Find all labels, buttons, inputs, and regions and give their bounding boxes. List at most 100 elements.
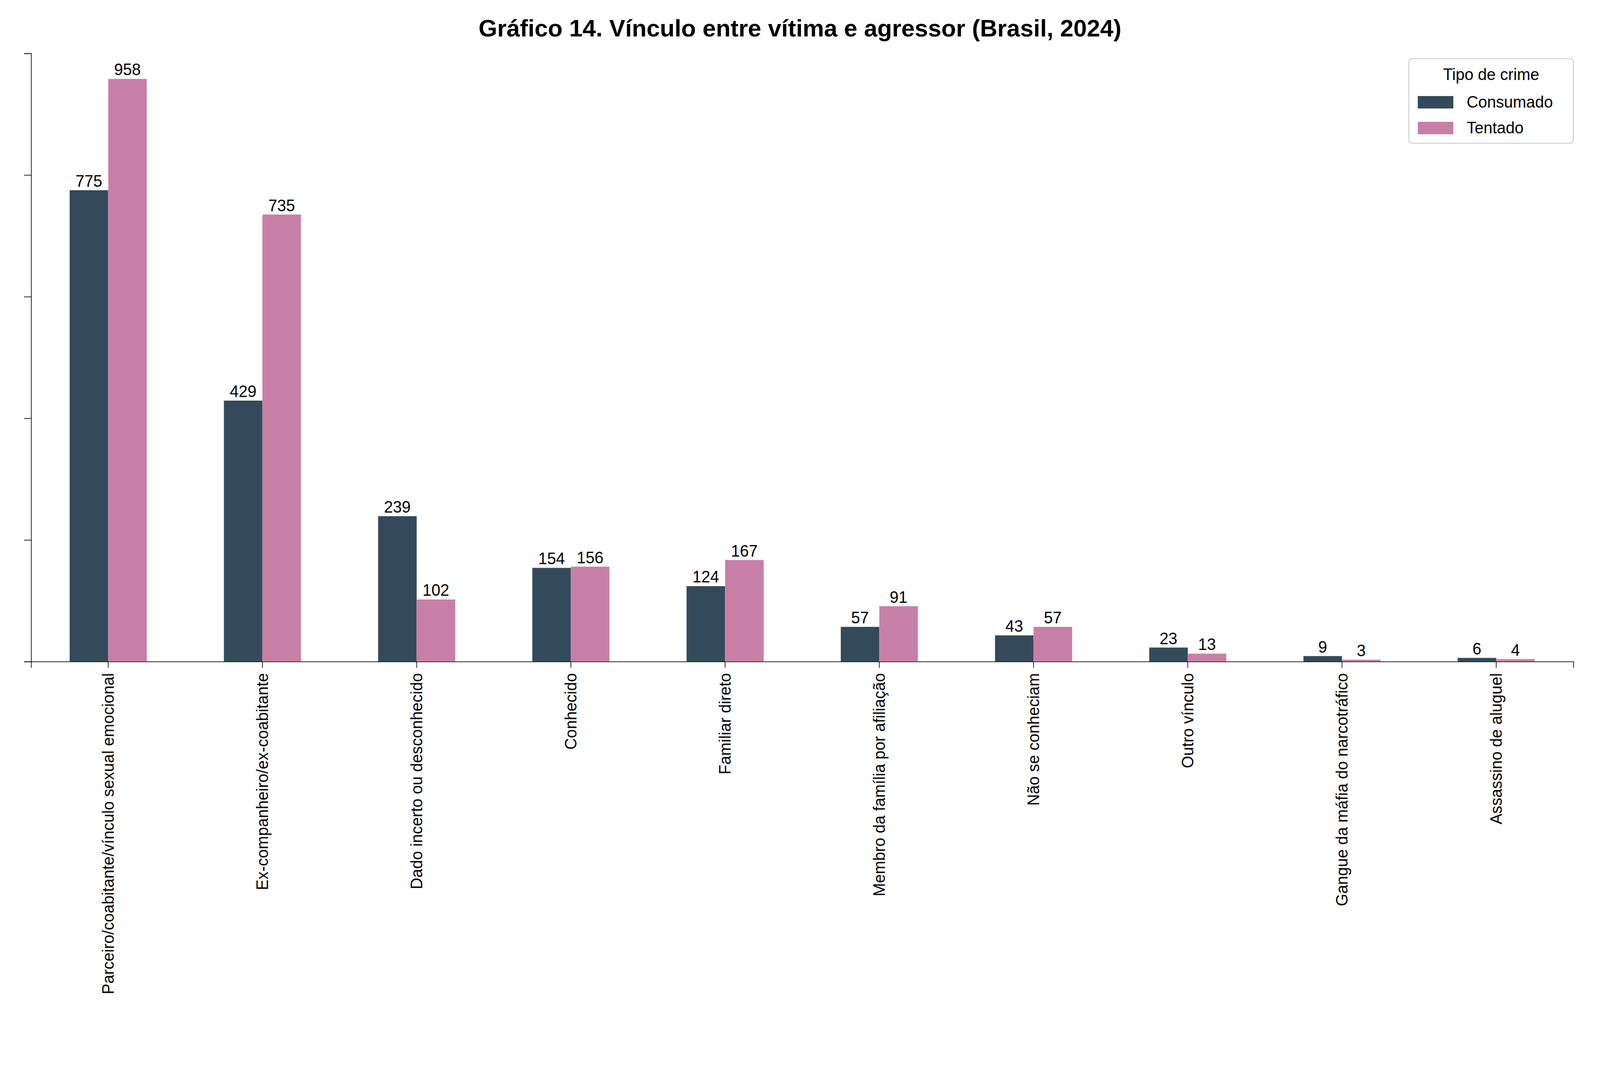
bar [1303,656,1343,662]
bar [995,635,1034,662]
x-tick: Membro da família por afiliação [870,661,889,896]
x-tick-label: Outro vínculo [1178,672,1197,768]
bar [262,214,302,662]
x-axis-line [31,661,1574,668]
bar [378,516,417,662]
y-tick-mark [24,53,32,55]
data-label: 43 [1005,616,1024,636]
data-label: 156 [576,548,604,567]
x-tick-label: Dado incerto ou desconhecido [407,672,426,889]
y-tick-mark [24,539,32,541]
x-tick-label: Familiar direto [716,672,735,775]
y-tick [24,418,32,419]
bar [1033,626,1073,662]
x-tick: Familiar direto [716,661,735,775]
data-label: 57 [851,608,869,627]
x-tick-mark [1187,661,1189,668]
y-axis-line [24,53,32,662]
data-label: 57 [1044,608,1062,627]
bars [69,78,1536,662]
bar [1188,653,1227,662]
legend-label: Consumado [1466,92,1553,112]
x-tick: Conhecido [561,661,580,750]
chart-title: Gráfico 14. Vínculo entre vítima e agres… [478,14,1122,42]
bar [416,599,456,662]
x-tick: Gangue da máfia do narcotráfico [1332,661,1352,906]
x-tick-mark [1341,661,1343,668]
x-tick: Ex-companheiro/ex-coabitante [253,661,272,890]
bar [69,190,109,662]
bar [224,400,263,662]
x-axis: Parceiro/coabitante/vínculo sexual emoci… [31,661,1574,994]
x-tick: Assassino de aluguel [1487,661,1506,824]
data-label: 102 [422,580,450,600]
x-tick-mark [262,661,264,668]
bar [571,566,610,662]
x-tick: Parceiro/coabitante/vínculo sexual emoci… [99,661,118,994]
bar [1496,659,1536,662]
bar [686,585,726,662]
legend-swatch [1417,96,1454,109]
y-tick [24,296,32,297]
data-label: 429 [229,382,257,401]
legend-frame [1408,58,1574,144]
x-tick-label: Conhecido [561,672,580,750]
legend: Tipo de crime Consumado Tentado [1408,58,1574,144]
legend-label: Tentado [1466,118,1524,137]
legend-title: Tipo de crime [1443,65,1540,84]
x-tick-label: Gangue da máfia do narcotráfico [1332,672,1352,906]
data-label: 735 [268,196,296,215]
data-label: 3 [1356,641,1366,660]
x-tick-mark [570,661,572,668]
data-label: 4 [1511,640,1520,660]
plot-area: Parceiro/coabitante/vínculo sexual emoci… [24,53,1574,995]
y-tick [24,175,32,176]
data-label: 6 [1472,639,1482,658]
x-tick: Outro vínculo [1178,661,1197,768]
y-tick [24,539,32,540]
x-tick-mark [1496,661,1497,668]
x-tick-mark [724,661,726,668]
data-label: 124 [692,567,720,586]
bar-series [108,78,1536,662]
chart-svg: Gráfico 14. Vínculo entre vítima e agres… [0,0,1600,1067]
x-tick-label: Parceiro/coabitante/vínculo sexual emoci… [99,672,118,994]
data-labels: 7754292391541245743239695873510215616791… [75,60,1520,660]
y-axis [24,53,32,662]
x-tick-label: Assassino de aluguel [1487,672,1506,824]
data-label: 9 [1318,637,1328,656]
data-label: 167 [731,541,758,560]
legend-swatch [1417,121,1454,135]
y-tick-mark [24,661,32,663]
data-label: 13 [1198,635,1216,654]
data-label: 154 [538,549,565,568]
y-tick-mark [24,174,32,176]
bar [108,78,148,662]
data-label: 91 [889,588,908,607]
x-tick-label: Ex-companheiro/ex-coabitante [253,672,272,890]
x-tick-mark [416,661,418,668]
x-tick-mark [108,661,109,668]
bar [532,567,572,662]
bar [1149,647,1188,662]
y-tick [24,53,32,54]
y-tick-mark [24,418,32,420]
bar [879,606,919,662]
data-label: 23 [1159,629,1178,648]
bar [1457,657,1497,662]
bar-series [69,190,1497,662]
x-tick-label: Membro da família por afiliação [870,672,889,896]
x-tick-label: Não se conheciam [1024,672,1043,806]
y-tick [24,661,32,662]
x-tick-mark [879,661,880,668]
bar [725,560,764,662]
data-label: 775 [75,172,103,191]
bar [1342,659,1381,662]
x-tick: Não se conheciam [1024,661,1043,806]
y-tick-mark [24,296,32,298]
x-tick-mark [1033,661,1035,668]
data-label: 239 [384,497,411,516]
bar [840,626,880,662]
data-label: 958 [114,60,141,79]
x-tick: Dado incerto ou desconhecido [407,661,426,889]
